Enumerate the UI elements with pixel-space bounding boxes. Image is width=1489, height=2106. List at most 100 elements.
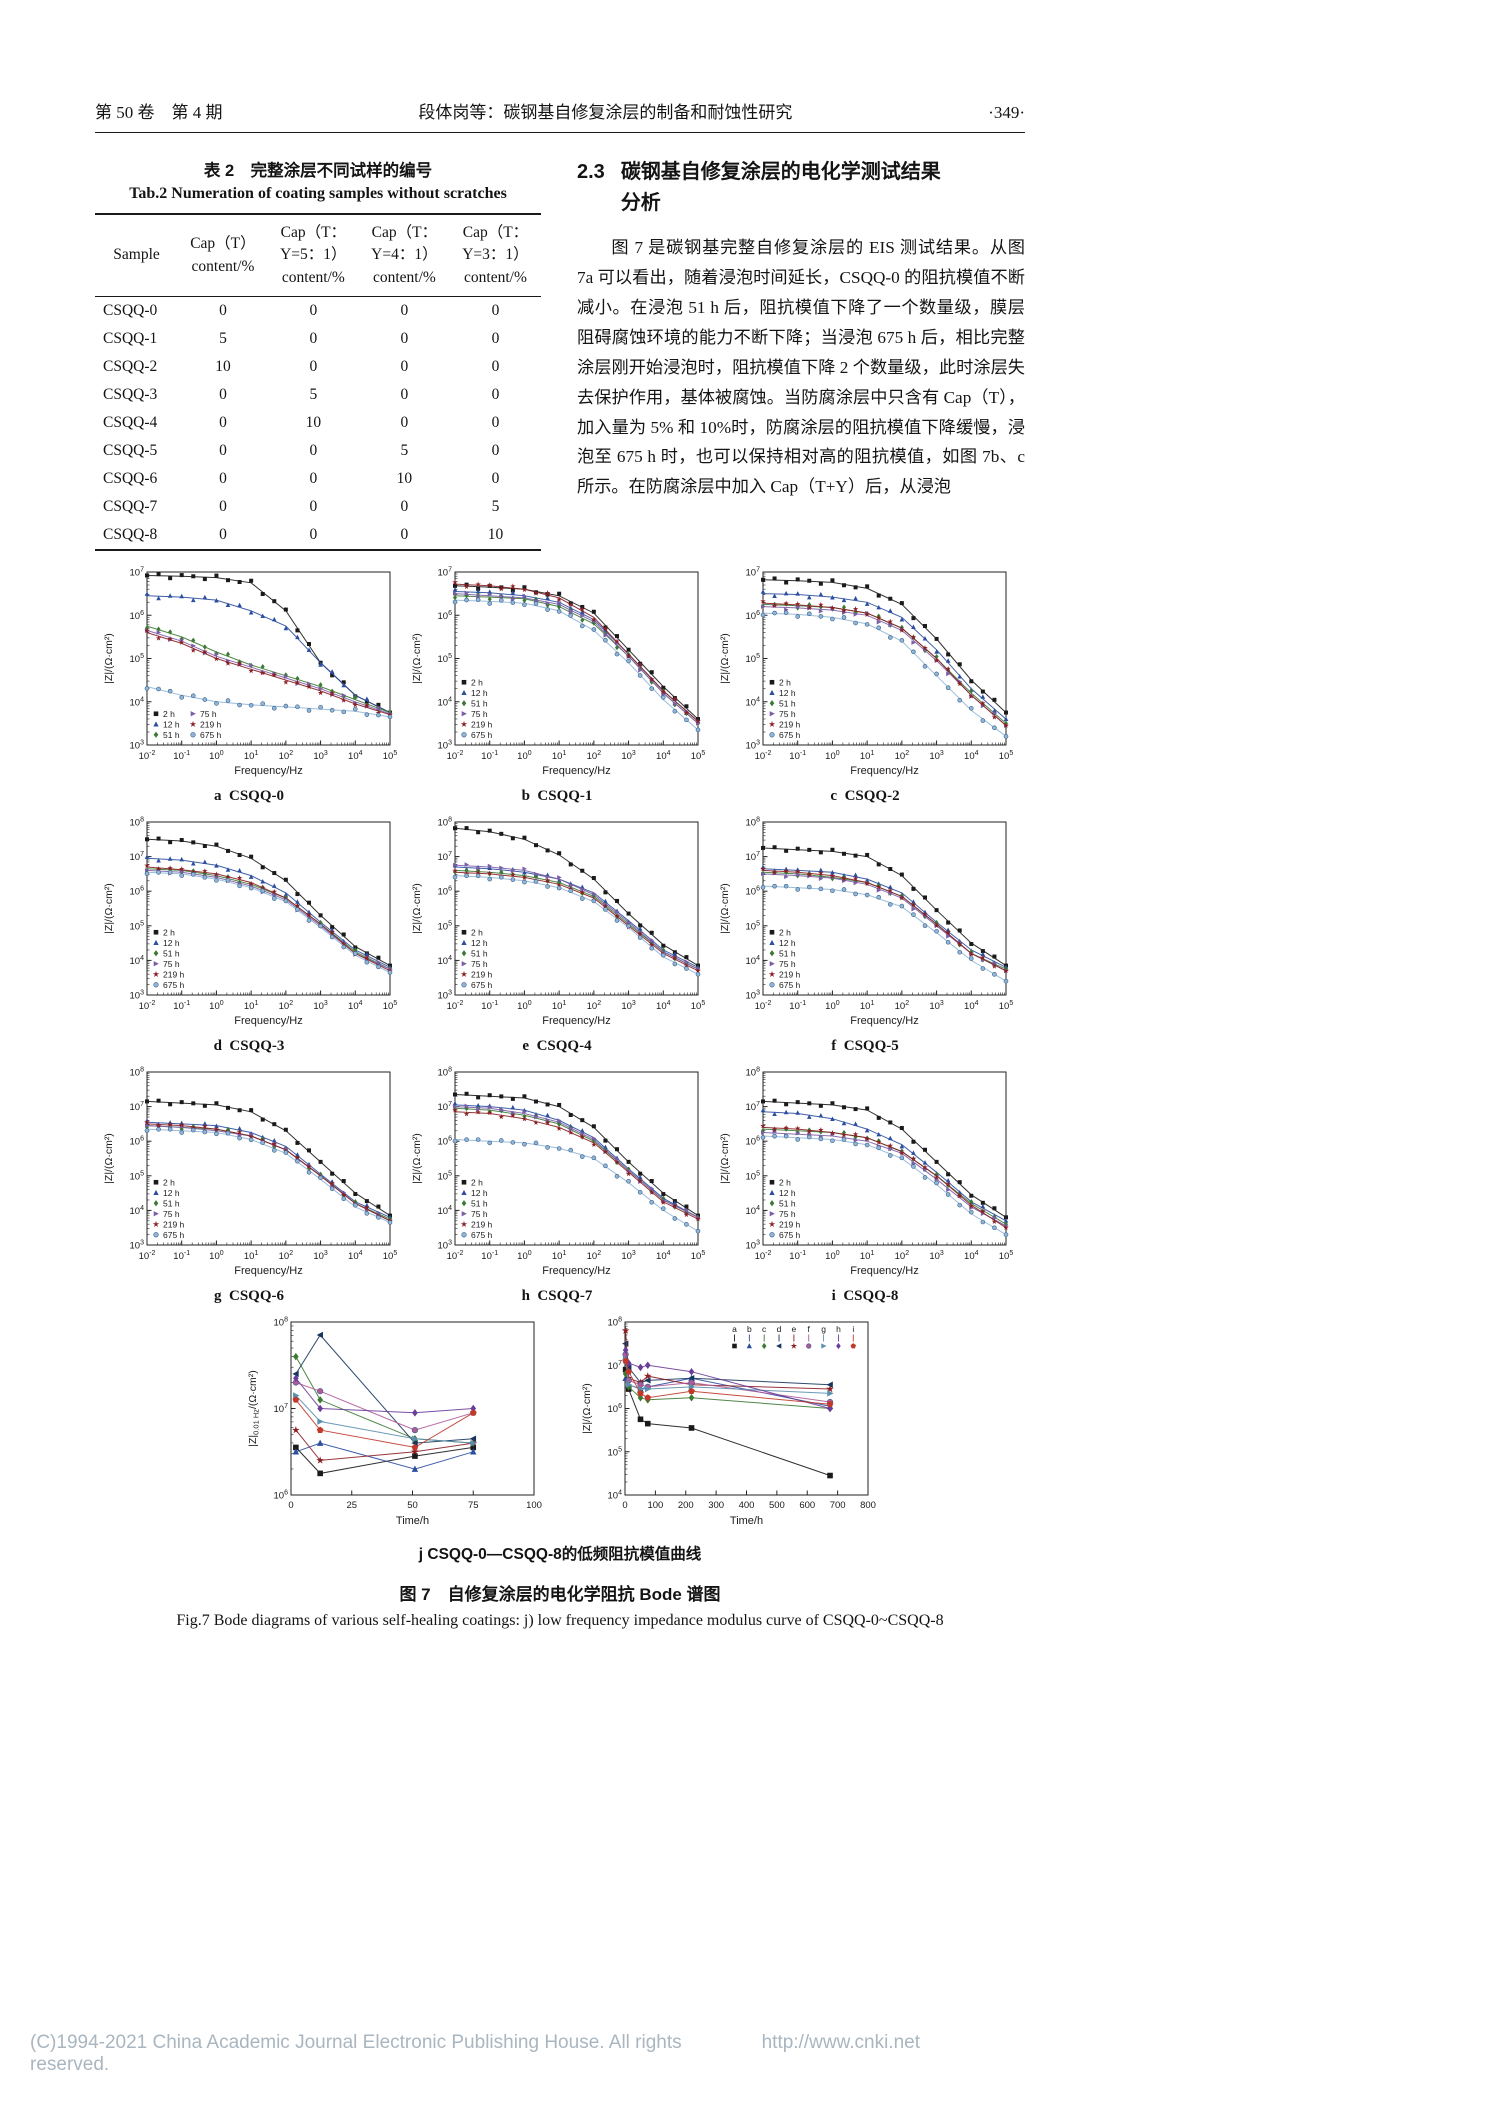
table-row: CSQQ-7 0 0 0 5 xyxy=(95,493,541,521)
low-frequency-chart-row: 0 25 50 75 100 106 107 108 Time/h |Z|0.01 Hz/(Ω·c… xyxy=(95,1313,1025,1537)
svg-text:104: 104 xyxy=(130,955,145,967)
svg-text:105: 105 xyxy=(746,653,761,665)
svg-text:10-2: 10-2 xyxy=(447,1000,464,1012)
low-freq-chart-cell-j1: 0 25 50 75 100 106 107 108 Time/h |Z|0.01 Hz/(Ω·c… xyxy=(243,1313,543,1537)
svg-text:106: 106 xyxy=(746,1136,761,1148)
svg-text:105: 105 xyxy=(999,1000,1014,1012)
table-cell: CSQQ-1 xyxy=(103,330,158,348)
chart-i: 10-2 10-1 100 101 102 103 104 105 103 104 105 106 10… xyxy=(719,1067,1013,1278)
bode-chart-cell-f: 10-2 10-1 100 101 102 103 104 105 103 104 105 106 10… xyxy=(711,813,1019,1055)
table-row: CSQQ-6 0 0 10 0 xyxy=(95,465,541,493)
svg-text:10-1: 10-1 xyxy=(789,750,806,762)
svg-text:102: 102 xyxy=(587,750,602,762)
svg-text:10-2: 10-2 xyxy=(139,1000,156,1012)
figure-caption-zh: 图 7 自修复涂层的电化学阻抗 Bode 谱图 xyxy=(399,1585,721,1605)
svg-text:108: 108 xyxy=(130,817,145,829)
svg-text:675 h: 675 h xyxy=(163,980,185,990)
svg-text:75 h: 75 h xyxy=(471,1209,488,1219)
table-cell: CSQQ-2 xyxy=(103,358,158,376)
svg-text:50: 50 xyxy=(407,1500,418,1511)
svg-text:104: 104 xyxy=(348,750,363,762)
svg-text:102: 102 xyxy=(279,1250,294,1262)
table-row: CSQQ-1 5 0 0 0 xyxy=(95,325,541,353)
table-row: CSQQ-0 0 0 0 0 xyxy=(95,297,541,326)
table-row: CSQQ-3 0 5 0 0 xyxy=(95,381,541,409)
svg-text:51 h: 51 h xyxy=(163,949,180,959)
table-title-zh: 表 2 完整涂层不同试样的编号 xyxy=(203,162,433,180)
svg-text:300: 300 xyxy=(708,1500,724,1511)
figure-caption-en: Fig.7 Bode diagrams of various self-heal… xyxy=(176,1612,944,1630)
svg-text:106: 106 xyxy=(746,610,761,622)
table-cell: 5 xyxy=(219,330,227,348)
svg-text:103: 103 xyxy=(313,1000,328,1012)
footer-copyright: (C)1994-2021 China Academic Journal Elec… xyxy=(30,2032,682,2075)
svg-text:12 h: 12 h xyxy=(471,688,488,698)
svg-text:101: 101 xyxy=(860,750,875,762)
svg-text:103: 103 xyxy=(313,750,328,762)
table-cell: 0 xyxy=(309,498,318,516)
svg-text:105: 105 xyxy=(746,1171,761,1183)
svg-text:102: 102 xyxy=(587,1000,602,1012)
chart-h: 10-2 10-1 100 101 102 103 104 105 103 104 105 106 10… xyxy=(411,1067,705,1278)
svg-text:10-1: 10-1 xyxy=(173,1250,190,1262)
svg-text:102: 102 xyxy=(279,750,294,762)
table-cell: 0 xyxy=(219,302,227,320)
svg-text:d: d xyxy=(777,1324,782,1334)
svg-text:219 h: 219 h xyxy=(779,1220,801,1230)
svg-text:10-2: 10-2 xyxy=(447,1250,464,1262)
svg-text:103: 103 xyxy=(130,1240,145,1252)
table-cell: 0 xyxy=(219,442,227,460)
svg-text:105: 105 xyxy=(130,921,145,933)
table-cell: 0 xyxy=(400,358,409,376)
svg-text:104: 104 xyxy=(656,1000,671,1012)
svg-text:51 h: 51 h xyxy=(471,699,488,709)
table-header-cell: Sample xyxy=(113,246,160,264)
svg-text:106: 106 xyxy=(438,1136,453,1148)
right-column: 2.3 碳钢基自修复涂层的电化学测试结果分析 图 7 是碳钢基完整自修复涂层的 … xyxy=(577,157,1025,551)
chart-b: 10-2 10-1 100 101 102 103 104 105 103 104 105 106 10… xyxy=(411,567,705,778)
svg-text:400: 400 xyxy=(739,1500,755,1511)
svg-text:104: 104 xyxy=(438,697,453,709)
svg-text:Frequency/Hz: Frequency/Hz xyxy=(234,765,302,777)
subfigure-j-caption: j CSQQ-0—CSQQ-8的低频阻抗模值曲线 xyxy=(418,1546,702,1564)
svg-text:675 h: 675 h xyxy=(471,730,493,740)
svg-text:|Z|/(Ω·cm²): |Z|/(Ω·cm²) xyxy=(719,884,731,935)
svg-text:75 h: 75 h xyxy=(779,709,796,719)
svg-text:103: 103 xyxy=(130,740,145,752)
svg-text:107: 107 xyxy=(746,1102,761,1114)
svg-text:103: 103 xyxy=(746,740,761,752)
svg-text:106: 106 xyxy=(130,886,145,898)
footer-url: http://www.cnki.net xyxy=(761,2032,920,2053)
svg-text:219 h: 219 h xyxy=(163,970,185,980)
svg-text:25: 25 xyxy=(346,1500,357,1511)
svg-text:104: 104 xyxy=(130,1205,145,1217)
svg-text:10-1: 10-1 xyxy=(173,1000,190,1012)
svg-text:104: 104 xyxy=(438,1205,453,1217)
svg-text:10-2: 10-2 xyxy=(139,1250,156,1262)
svg-text:105: 105 xyxy=(438,653,453,665)
table-cell: 0 xyxy=(491,358,500,376)
svg-text:|Z|/(Ω·cm²): |Z|/(Ω·cm²) xyxy=(103,634,115,685)
svg-text:106: 106 xyxy=(746,886,761,898)
bode-chart-cell-g: 10-2 10-1 100 101 102 103 104 105 103 104 105 106 10… xyxy=(95,1063,403,1305)
svg-text:219 h: 219 h xyxy=(471,720,493,730)
svg-text:105: 105 xyxy=(438,921,453,933)
svg-text:2 h: 2 h xyxy=(163,1178,175,1188)
svg-text:600: 600 xyxy=(799,1500,815,1511)
svg-text:2 h: 2 h xyxy=(163,928,175,938)
bode-chart-cell-h: 10-2 10-1 100 101 102 103 104 105 103 104 105 106 10… xyxy=(403,1063,711,1305)
table-cell: 0 xyxy=(309,302,318,320)
table-cell: 0 xyxy=(400,526,409,544)
svg-text:102: 102 xyxy=(895,1000,910,1012)
svg-text:|Z|/(Ω·cm²): |Z|/(Ω·cm²) xyxy=(411,884,423,935)
svg-text:104: 104 xyxy=(348,1250,363,1262)
svg-text:|Z|0.01 Hz/(Ω·cm²): |Z|0.01 Hz/(Ω·cm²) xyxy=(247,1371,261,1447)
bode-chart-cell-a: 10-2 10-1 100 101 102 103 104 105 103 104 105 106 10… xyxy=(95,563,403,805)
chart-j1: 0 25 50 75 100 106 107 108 Time/h |Z|0.01 Hz/(Ω·c… xyxy=(247,1317,542,1528)
svg-text:75 h: 75 h xyxy=(163,1209,180,1219)
svg-text:a: a xyxy=(732,1324,737,1334)
table-cell: CSQQ-5 xyxy=(103,442,158,460)
svg-text:75: 75 xyxy=(468,1500,479,1511)
svg-text:e: e xyxy=(792,1324,797,1334)
svg-text:Frequency/Hz: Frequency/Hz xyxy=(850,765,918,777)
